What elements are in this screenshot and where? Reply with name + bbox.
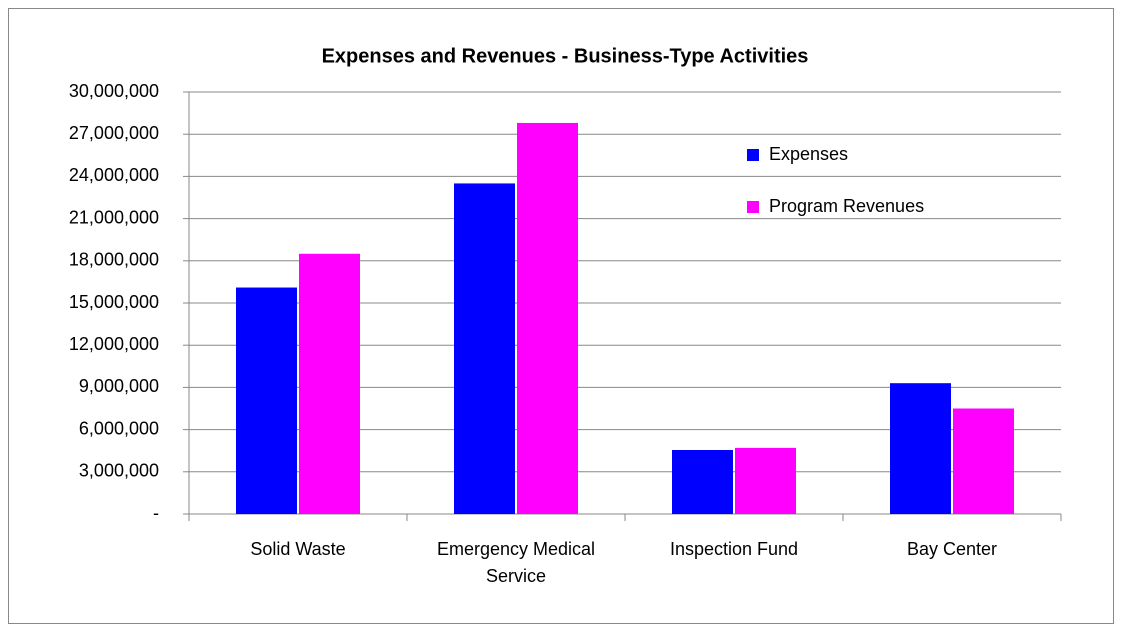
y-tick-label: - [153,503,159,523]
x-tick-label: Emergency Medical Service [436,539,596,586]
legend-swatch [747,149,759,161]
legend-label: Expenses [769,144,848,164]
bar [953,408,1014,514]
chart-title: Expenses and Revenues - Business-Type Ac… [322,45,809,67]
y-tick-label: 12,000,000 [69,334,159,354]
bar [236,287,297,514]
y-tick-label: 3,000,000 [79,461,159,481]
x-tick-label: Solid Waste [250,539,346,559]
y-tick-label: 15,000,000 [69,292,159,312]
y-tick-label: 24,000,000 [69,165,159,185]
y-tick-label: 27,000,000 [69,123,159,143]
bar [735,447,796,514]
y-tick-label: 18,000,000 [69,250,159,270]
bar [890,383,951,514]
y-tick-label: 30,000,000 [69,81,159,101]
y-tick-label: 9,000,000 [79,376,159,396]
legend-label: Program Revenues [769,196,924,216]
bar [517,122,578,515]
bar [672,449,733,514]
bar [454,183,515,514]
bar [299,253,360,514]
x-tick-label: Inspection Fund [669,539,799,559]
y-tick-label: 21,000,000 [69,207,159,227]
y-tick-label: 6,000,000 [79,418,159,438]
x-tick-label: Bay Center [906,539,998,559]
legend-swatch [747,201,759,213]
